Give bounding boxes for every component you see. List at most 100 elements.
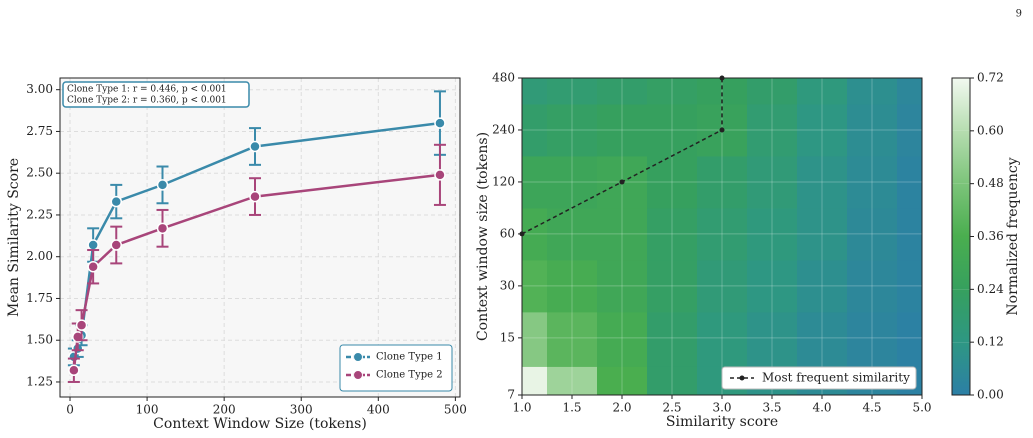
frequency-point [519, 231, 525, 237]
colorbar-frame [951, 77, 971, 396]
contour-cell [547, 78, 598, 105]
colorbar-band [952, 130, 970, 184]
colorbar-tick-label: 0.48 [977, 176, 1004, 190]
annotation: Clone Type 1: r = 0.446, p < 0.001 [67, 85, 227, 95]
contour-cell [797, 103, 848, 157]
contour-cell [697, 155, 748, 209]
y-tick-label: 120 [492, 174, 515, 188]
x-tick-label: 4.5 [862, 401, 881, 415]
legend-label: Clone Type 1 [376, 352, 443, 363]
x-tick-label: 5.0 [912, 401, 931, 415]
legend-label: Clone Type 2 [376, 370, 443, 381]
contour-cell [597, 311, 648, 367]
contour-cell [647, 207, 698, 261]
contour-cell [847, 78, 898, 105]
contour-cell [797, 207, 848, 261]
legend-label: Most frequent similarity [762, 371, 910, 385]
contour-cell [597, 366, 648, 395]
data-point [249, 190, 261, 203]
contour-cell [597, 103, 648, 157]
contour-cell [547, 155, 598, 209]
y-tick-label: 60 [500, 226, 515, 240]
contour-cell [647, 78, 698, 105]
contour-cell [522, 366, 548, 395]
legend-marker [739, 375, 745, 381]
y-tick-label: 3.00 [26, 82, 53, 96]
y-tick-label: 15 [500, 330, 515, 344]
data-point [110, 239, 123, 251]
contour-cell [697, 207, 748, 261]
contour-cell [522, 259, 548, 313]
y-tick-label: 1.25 [26, 374, 53, 388]
contour-cell [522, 78, 548, 105]
frequency-point [619, 179, 625, 185]
x-tick-label: 3.0 [712, 401, 731, 415]
data-point [87, 239, 99, 251]
contour-cell [797, 311, 848, 367]
data-point [156, 222, 169, 235]
data-point [68, 364, 80, 377]
y-tick-label: 480 [492, 71, 515, 85]
contour-cell [797, 259, 848, 313]
contour-cell [847, 259, 898, 313]
contour-cell [747, 155, 798, 209]
y-axis-label: Mean Similarity Score [6, 158, 22, 317]
data-point [434, 169, 446, 181]
contour-cell [547, 103, 598, 157]
legend-marker [353, 352, 363, 362]
colorbar-tick-label: 0.60 [977, 123, 1004, 137]
y-axis-label: Context window size (tokens) [475, 132, 491, 341]
contour-cell [697, 311, 748, 367]
x-tick-label: 0 [66, 403, 74, 417]
frequency-point [719, 75, 725, 81]
y-tick-label: 1.50 [26, 333, 53, 347]
contour-cell [597, 259, 648, 313]
legend-marker [353, 370, 363, 380]
data-point [110, 195, 123, 208]
y-tick-label: 2.25 [26, 207, 53, 221]
x-tick-label: 300 [290, 403, 313, 417]
contour-cell [897, 259, 922, 313]
x-tick-label: 400 [367, 403, 390, 417]
contour-cell [547, 366, 598, 395]
contour-cell [747, 207, 798, 261]
x-tick-label: 100 [136, 403, 159, 417]
y-tick-label: 2.00 [26, 249, 53, 263]
colorbar-tick-label: 0.36 [977, 229, 1004, 243]
x-axis-label: Similarity score [666, 414, 778, 430]
contour-cell [522, 155, 548, 209]
legend-box [721, 366, 917, 390]
colorbar-tick-label: 0.24 [977, 282, 1004, 296]
contour-cell [797, 78, 848, 105]
colorbar-tick-label: 0.00 [977, 388, 1004, 402]
colorbar-label: Normalized frequency [1005, 157, 1021, 315]
y-tick-label: 1.75 [26, 291, 53, 305]
contour-field [522, 78, 922, 395]
contour-cell [897, 78, 922, 105]
colorbar-tick-label: 0.12 [977, 335, 1004, 349]
data-point [249, 140, 261, 153]
contour-cell [647, 259, 698, 313]
x-tick-label: 4.0 [812, 401, 831, 415]
colorbar-band [952, 236, 970, 290]
colorbar-band [952, 342, 970, 395]
contour-cell [847, 103, 898, 157]
frequency-line [521, 78, 723, 235]
contour-cell [747, 259, 798, 313]
contour-cell [747, 311, 798, 367]
y-tick-label: 7 [507, 388, 515, 402]
colorbar-tick-label: 0.72 [977, 71, 1004, 85]
x-axis-label: Context Window Size (tokens) [153, 416, 367, 432]
x-tick-label: 200 [213, 403, 236, 417]
contour-cell [547, 311, 598, 367]
plot-frame [59, 77, 461, 398]
frequency-point [719, 127, 725, 133]
x-tick-label: 1.0 [512, 401, 531, 415]
x-tick-label: 1.5 [562, 401, 581, 415]
y-tick-label: 2.50 [26, 166, 53, 180]
page-number: 9 [1016, 9, 1022, 20]
contour-cell [647, 366, 698, 395]
y-tick-label: 2.75 [26, 124, 53, 138]
contour-cell [797, 155, 848, 209]
contour-cell [522, 311, 548, 367]
